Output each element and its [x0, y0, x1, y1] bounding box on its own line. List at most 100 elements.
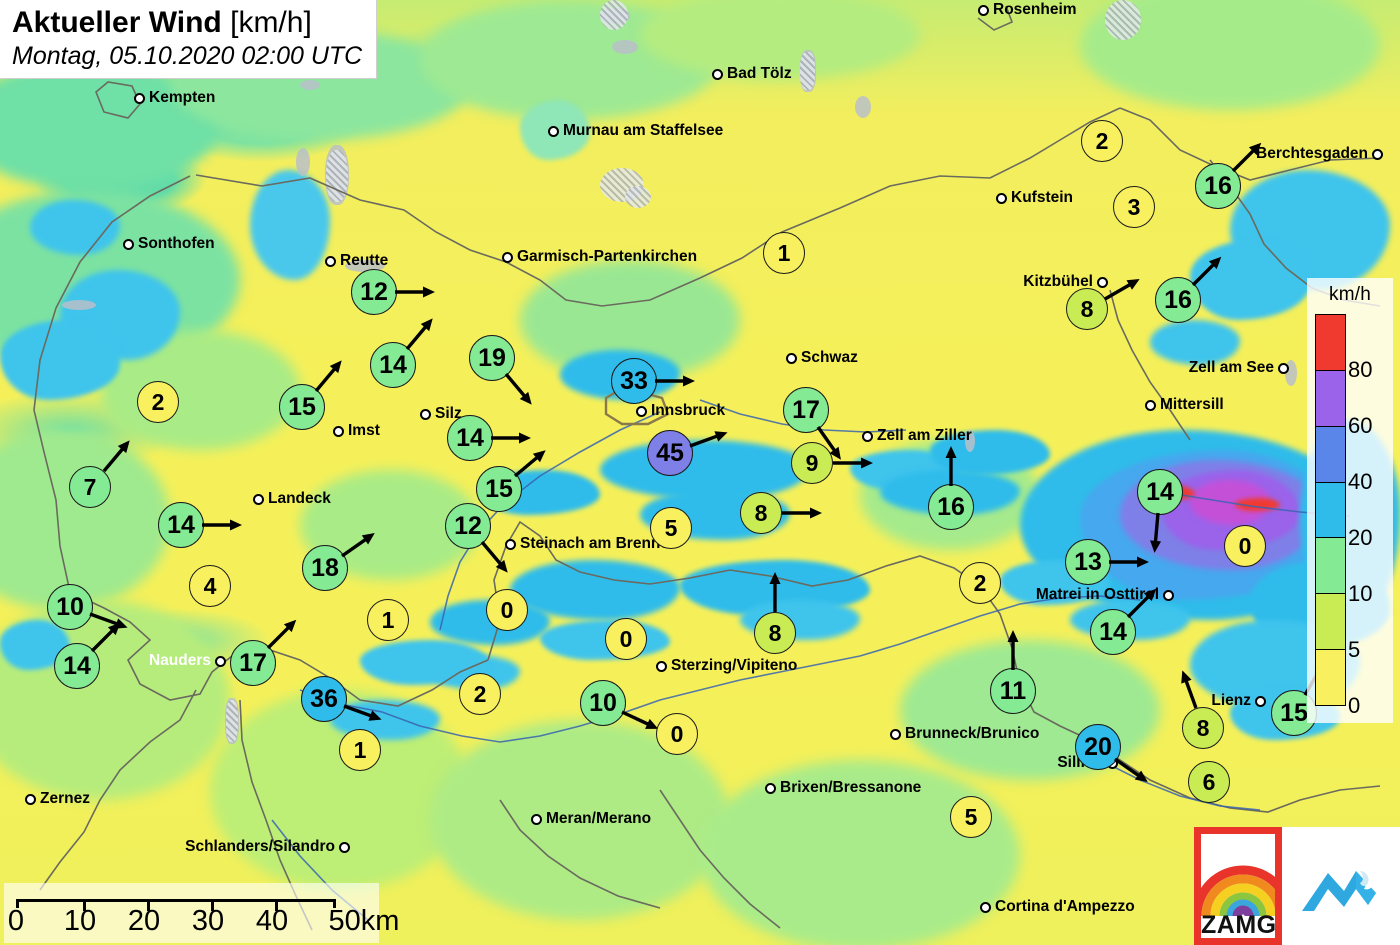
scale-bar-tick	[211, 902, 214, 911]
wind-station-marker[interactable]: 11	[990, 630, 1036, 714]
wind-speed-value: 19	[478, 343, 506, 372]
wind-station-marker[interactable]: 13	[1065, 539, 1149, 585]
scale-bar-label: 30	[191, 905, 225, 937]
wind-speed-value: 14	[1146, 477, 1174, 506]
wind-station-marker[interactable]: 14	[1137, 469, 1183, 553]
zamg-logo: ZAMG	[1194, 827, 1282, 945]
wind-speed-bubble: 2	[959, 562, 1001, 604]
wind-station-marker[interactable]: 12	[351, 269, 435, 315]
scale-bar: 0 10 20 30 40 50km	[4, 883, 400, 943]
wind-speed-value: 2	[151, 388, 165, 415]
wind-station-marker[interactable]: 45	[647, 430, 728, 476]
scale-bar-tick	[275, 902, 278, 911]
wind-speed-bubble: 8	[754, 612, 796, 654]
wind-station-marker[interactable]: 17	[230, 619, 297, 686]
wind-speed-value: 15	[288, 392, 316, 421]
wind-station-marker[interactable]: 16	[928, 446, 974, 530]
wind-station-marker[interactable]: 12	[445, 503, 508, 573]
wind-station-marker[interactable]: 16	[1195, 142, 1262, 209]
wind-speed-value: 0	[1238, 532, 1252, 559]
wind-station-marker[interactable]: 6	[1188, 761, 1230, 803]
scale-bar-labels: 0 10 20 30 40 50km	[4, 905, 400, 941]
wind-station-marker[interactable]: 20	[1075, 724, 1148, 782]
wind-station-marker[interactable]: 1	[339, 729, 381, 771]
legend-unit-label: km/h	[1329, 284, 1371, 305]
wind-station-marker[interactable]: 2	[959, 562, 1001, 604]
wind-station-marker[interactable]: 19	[469, 335, 532, 405]
wind-station-marker[interactable]: 15	[476, 449, 546, 512]
legend-tick-labels: 80 60 40 20 10 5 0	[1348, 314, 1392, 717]
wind-speed-value: 17	[792, 395, 820, 424]
wind-speed-value: 8	[754, 499, 768, 526]
wind-station-marker[interactable]: 14	[1090, 588, 1157, 655]
wind-station-marker[interactable]: 2	[1081, 120, 1123, 162]
wind-speed-bubble: 14	[447, 415, 493, 461]
legend-color-bar	[1315, 314, 1346, 706]
wind-station-marker[interactable]: 0	[486, 589, 528, 631]
wind-station-marker[interactable]: 8	[1181, 670, 1224, 749]
wind-speed-value: 33	[620, 366, 648, 395]
wind-speed-bubble: 36	[301, 676, 347, 722]
wind-speed-bubble: 14	[54, 643, 100, 689]
wind-speed-bubble: 15	[279, 384, 325, 430]
wind-station-marker[interactable]: 0	[656, 713, 698, 755]
wind-station-marker[interactable]: 8	[754, 572, 796, 654]
wind-station-marker[interactable]: 14	[370, 318, 433, 388]
wind-station-marker[interactable]: 4	[189, 565, 231, 607]
legend-color-cell	[1316, 315, 1345, 371]
wind-speed-value: 9	[805, 449, 819, 476]
wind-station-marker[interactable]: 16	[1155, 256, 1222, 323]
wind-station-marker[interactable]: 14	[447, 415, 531, 461]
wind-speed-bubble: 2	[459, 673, 501, 715]
wind-station-marker[interactable]: 8	[1066, 278, 1140, 330]
wind-station-marker[interactable]: 2	[459, 673, 501, 715]
wind-speed-value: 45	[656, 438, 684, 467]
wind-speed-value: 16	[937, 492, 965, 521]
wind-speed-value: 4	[203, 572, 217, 599]
legend-tick: 0	[1348, 693, 1361, 718]
wind-speed-bubble: 17	[230, 640, 276, 686]
wind-speed-bubble: 33	[611, 358, 657, 404]
logo-group: ZAMG	[1194, 827, 1400, 945]
wind-station-marker[interactable]: 5	[950, 796, 992, 838]
wind-station-marker[interactable]: 10	[47, 584, 128, 630]
scale-bar-label: 40	[255, 905, 289, 937]
wind-station-marker[interactable]: 0	[605, 618, 647, 660]
wind-station-marker[interactable]: 5	[650, 507, 692, 549]
wind-station-marker[interactable]: 0	[1224, 525, 1266, 567]
wind-speed-value: 12	[360, 277, 388, 306]
wind-speed-bubble: 5	[950, 796, 992, 838]
wind-station-marker[interactable]: 36	[301, 676, 382, 722]
wind-station-marker[interactable]: 10	[580, 680, 659, 729]
wind-speed-bubble: 4	[189, 565, 231, 607]
wind-station-marker[interactable]: 8	[740, 492, 822, 534]
wind-station-marker[interactable]: 1	[367, 599, 409, 641]
wind-station-marker[interactable]: 15	[279, 360, 342, 430]
wind-speed-value: 0	[670, 720, 684, 747]
wind-station-marker[interactable]: 33	[611, 358, 695, 404]
wind-speed-bubble: 0	[1224, 525, 1266, 567]
scale-bar-label: 50km	[328, 905, 400, 937]
title-main-line: Aktueller Wind [km/h]	[12, 6, 362, 41]
legend-tick: 80	[1348, 357, 1373, 382]
wind-station-marker[interactable]: 17	[783, 387, 841, 460]
wind-speed-bubble: 16	[928, 484, 974, 530]
wind-station-marker[interactable]: 14	[54, 622, 121, 689]
legend-tick: 20	[1348, 525, 1373, 550]
scale-bar-tick	[147, 902, 150, 911]
wind-station-marker[interactable]: 7	[69, 440, 130, 508]
wind-speed-value: 16	[1164, 285, 1192, 314]
wind-station-marker[interactable]: 3	[1113, 186, 1155, 228]
title-box: Aktueller Wind [km/h] Montag, 05.10.2020…	[0, 0, 378, 80]
wind-station-marker[interactable]: 1	[763, 232, 805, 274]
legend-color-cell	[1316, 482, 1345, 539]
wind-station-marker[interactable]: 9	[791, 442, 873, 484]
wind-station-marker[interactable]: 14	[158, 502, 242, 548]
title-main: Aktueller Wind	[12, 6, 222, 39]
wind-station-marker[interactable]: 2	[137, 381, 179, 423]
legend-color-cell	[1316, 370, 1345, 427]
wind-speed-bubble: 6	[1188, 761, 1230, 803]
wind-station-marker[interactable]: 18	[302, 533, 375, 591]
wind-speed-value: 11	[999, 676, 1027, 705]
